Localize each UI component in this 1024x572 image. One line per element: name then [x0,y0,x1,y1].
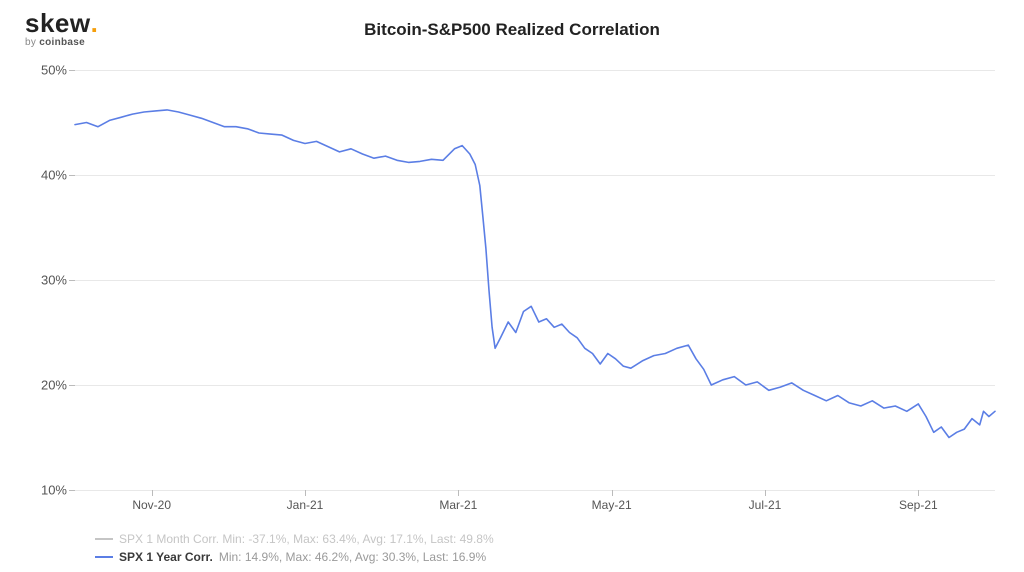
y-axis-label: 40% [17,168,67,183]
legend-swatch-1year [95,556,113,558]
x-tick [458,490,459,496]
x-axis-label: Jan-21 [287,498,324,512]
x-tick [152,490,153,496]
x-axis-label: Jul-21 [749,498,782,512]
legend-stats-1year: Min: 14.9%, Max: 46.2%, Avg: 30.3%, Last… [219,548,486,566]
legend-swatch-1month [95,538,113,540]
chart-plot-area: 10%20%30%40%50% Nov-20Jan-21Mar-21May-21… [75,70,995,490]
x-tick [918,490,919,496]
chart-title: Bitcoin-S&P500 Realized Correlation [0,20,1024,40]
x-axis-label: Mar-21 [439,498,477,512]
series-line [75,110,995,438]
y-axis-label: 50% [17,63,67,78]
chart-legend: SPX 1 Month Corr. Min: -37.1%, Max: 63.4… [95,530,494,566]
x-tick [765,490,766,496]
y-tick [69,490,75,491]
y-axis-label: 20% [17,378,67,393]
legend-label-1month: SPX 1 Month Corr. Min: -37.1%, Max: 63.4… [119,530,494,548]
y-axis-label: 30% [17,273,67,288]
chart-line-svg [75,70,995,490]
x-axis-label: Nov-20 [132,498,171,512]
x-axis-label: May-21 [592,498,632,512]
y-axis-label: 10% [17,483,67,498]
x-tick [612,490,613,496]
legend-item-active[interactable]: SPX 1 Year Corr. Min: 14.9%, Max: 46.2%,… [95,548,494,566]
legend-item-inactive[interactable]: SPX 1 Month Corr. Min: -37.1%, Max: 63.4… [95,530,494,548]
x-tick [305,490,306,496]
gridline-h [75,490,995,491]
x-axis-label: Sep-21 [899,498,938,512]
legend-label-1year: SPX 1 Year Corr. [119,548,213,566]
